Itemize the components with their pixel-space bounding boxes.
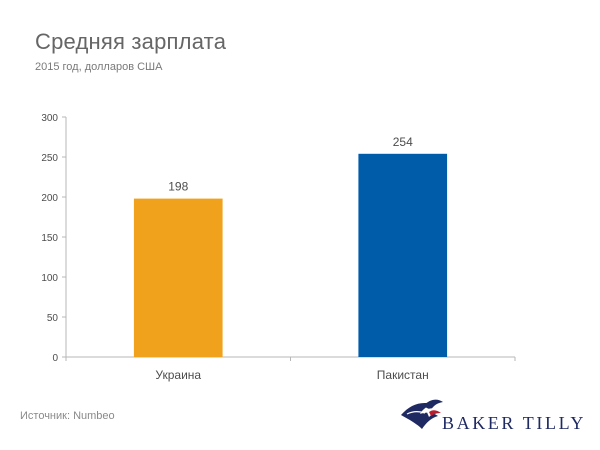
bar-2 — [358, 153, 448, 357]
y-tick-label: 100 — [41, 273, 58, 284]
y-tick-label: 250 — [41, 153, 58, 164]
source-note: Источник: Numbeo — [20, 410, 115, 422]
bars — [133, 153, 448, 357]
x-axis — [65, 356, 516, 361]
bar-value-labels: 198 254 — [168, 135, 413, 194]
bar-value-label-1: 198 — [168, 180, 188, 194]
page-title: Средняя зарплата — [35, 29, 227, 54]
y-tick-label: 200 — [41, 193, 58, 204]
category-label-2: Пакистан — [377, 368, 429, 382]
baker-tilly-logo — [401, 399, 443, 429]
logo-text: BAKER TILLY — [442, 413, 586, 433]
y-tick-label: 0 — [52, 353, 58, 364]
page-subtitle: 2015 год, долларов США — [35, 61, 163, 73]
y-tick-label: 300 — [41, 113, 58, 124]
y-tick-label: 150 — [41, 233, 58, 244]
category-label-1: Украина — [155, 368, 201, 382]
y-tick-label: 50 — [47, 313, 59, 324]
bar-1 — [133, 198, 223, 357]
bar-value-label-2: 254 — [393, 135, 413, 149]
category-labels: Украина Пакистан — [155, 368, 428, 382]
y-axis: 0 50 100 150 200 250 300 — [41, 113, 67, 364]
